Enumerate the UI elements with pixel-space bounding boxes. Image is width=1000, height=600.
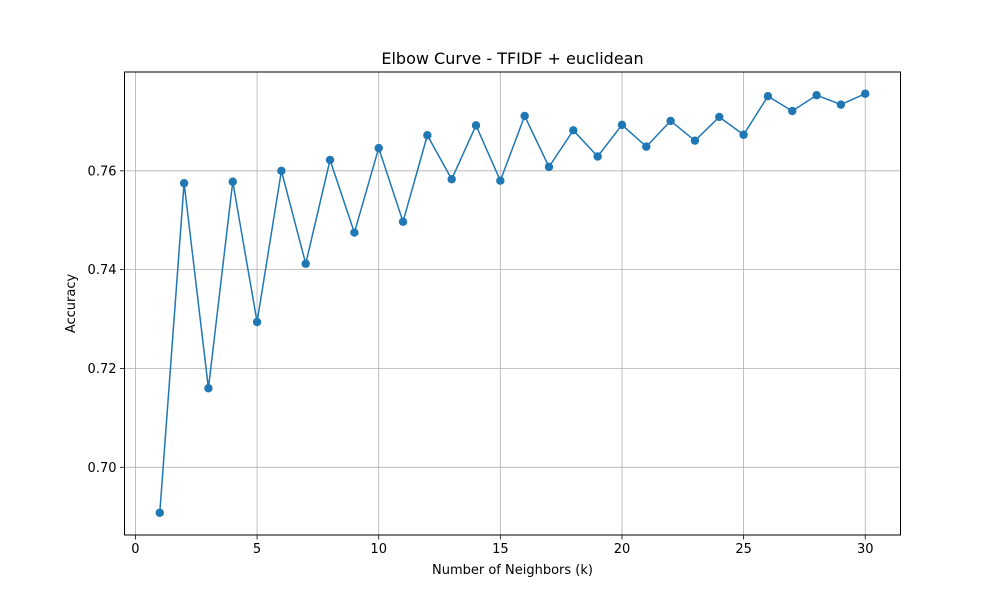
data-point: [715, 112, 724, 122]
y-tick-label: 0.70: [88, 461, 117, 476]
data-point: [277, 166, 286, 176]
x-tick-label: 0: [131, 542, 139, 557]
y-tick-label: 0.72: [88, 362, 117, 377]
data-point: [496, 176, 505, 185]
data-point: [763, 92, 773, 101]
data-point: [836, 100, 846, 109]
data-point: [520, 111, 529, 121]
x-tick-label: 30: [857, 542, 874, 557]
data-point: [155, 508, 164, 517]
data-point: [423, 131, 432, 140]
data-point: [398, 217, 408, 226]
ticks-layer: 0 5 10 15 20 25 30 0.70 0.72 0.74 0.76: [88, 164, 874, 557]
data-point: [690, 136, 700, 145]
data-point: [252, 317, 262, 327]
chart-title: Elbow Curve - TFIDF + euclidean: [381, 49, 643, 68]
x-axis-label: Number of Neighbors (k): [432, 563, 593, 578]
data-point: [204, 384, 213, 393]
data-point: [325, 155, 335, 165]
y-axis-label: Accuracy: [64, 274, 79, 334]
data-point: [471, 121, 481, 130]
data-point: [617, 120, 627, 130]
data-point: [350, 228, 359, 237]
y-tick-label: 0.74: [88, 263, 117, 278]
data-point: [228, 177, 237, 186]
data-point: [301, 259, 310, 268]
grid-layer: [124, 72, 901, 535]
data-point: [739, 130, 748, 139]
data-point: [812, 91, 821, 100]
data-point: [861, 89, 870, 98]
data-point: [447, 175, 456, 184]
data-point: [374, 143, 383, 153]
x-tick-label: 20: [614, 542, 631, 557]
data-point: [593, 152, 602, 161]
data-point: [788, 106, 797, 116]
plot-frame: [124, 71, 901, 536]
data-point: [666, 116, 675, 126]
x-tick-label: 15: [492, 542, 509, 557]
data-point: [642, 142, 651, 151]
y-tick-label: 0.76: [88, 164, 117, 179]
data-point: [569, 126, 578, 135]
data-point: [544, 162, 554, 172]
series-line: [159, 93, 866, 513]
series-layer: [155, 89, 870, 517]
x-tick-label: 10: [370, 542, 387, 557]
x-tick-label: 5: [253, 542, 261, 557]
x-tick-label: 25: [735, 542, 752, 557]
data-point: [179, 178, 189, 188]
